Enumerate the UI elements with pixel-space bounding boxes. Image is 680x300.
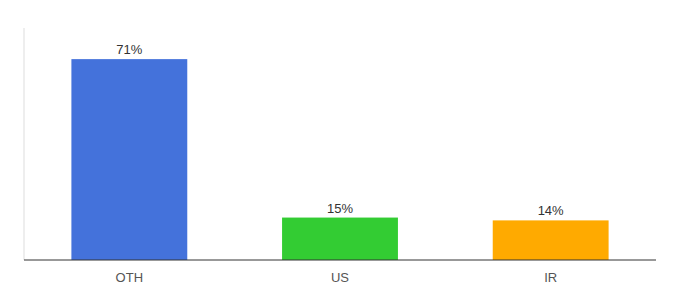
y-axis-line	[24, 28, 25, 260]
chart: 71% 15% 14% OTH US IR	[0, 0, 680, 300]
bars	[71, 59, 608, 260]
bar	[493, 220, 609, 260]
x-tick-label: IR	[544, 270, 557, 285]
bar	[71, 59, 187, 260]
bar	[282, 218, 398, 260]
data-label: 15%	[327, 201, 353, 216]
x-tick-label: US	[331, 270, 349, 285]
x-axis-line	[24, 260, 656, 261]
data-label: 14%	[538, 203, 564, 218]
chart-container: 71% 15% 14% OTH US IR	[0, 0, 680, 300]
data-label: 71%	[116, 42, 142, 57]
x-tick-label: OTH	[116, 270, 143, 285]
